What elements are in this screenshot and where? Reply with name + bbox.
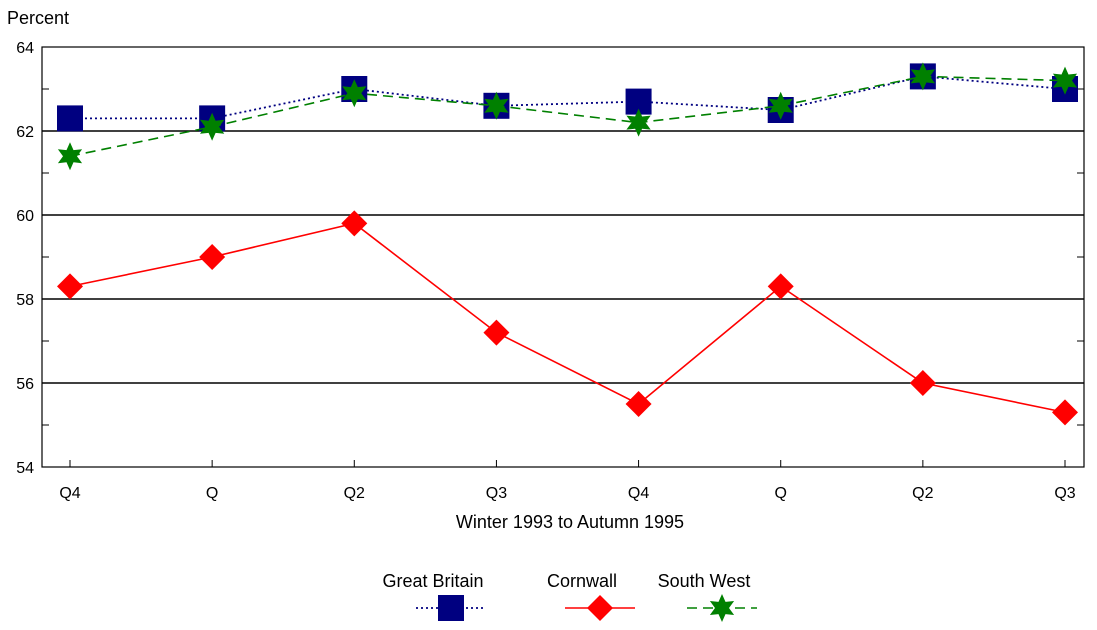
series-south-west <box>57 62 1078 171</box>
data-point-south-west <box>1052 66 1078 95</box>
x-tick-label: Q <box>206 485 218 502</box>
y-tick-label: 58 <box>16 292 34 309</box>
data-point-cornwall <box>341 210 368 237</box>
x-tick-label: Q4 <box>59 485 80 502</box>
data-point-cornwall <box>199 244 226 270</box>
x-tick-label: Q3 <box>486 485 507 502</box>
data-point-south-west <box>200 112 225 141</box>
plot-frame <box>41 46 1085 468</box>
data-point-cornwall <box>1052 399 1078 426</box>
x-axis-label: Winter 1993 to Autumn 1995 <box>456 512 684 532</box>
data-point-great-britain <box>57 105 83 132</box>
legend-label-great-britain: Great Britain <box>382 571 483 591</box>
legend-item-cornwall: Cornwall <box>547 571 635 621</box>
legend-marker-south-west <box>709 594 735 622</box>
x-tick-label: Q4 <box>628 485 649 502</box>
series-cornwall <box>57 210 1078 426</box>
data-point-south-west <box>910 62 935 91</box>
legend-marker-cornwall <box>587 595 613 621</box>
y-tick-label: 64 <box>16 40 34 57</box>
series-line-south-west <box>69 75 1066 157</box>
data-point-south-west <box>626 108 651 137</box>
legend-marker-great-britain <box>438 595 464 621</box>
data-point-south-west <box>768 91 793 120</box>
legend-item-great-britain: Great Britain <box>382 571 486 621</box>
gridlines <box>42 130 1084 384</box>
y-tick-label: 60 <box>16 208 34 225</box>
data-point-cornwall <box>483 319 510 346</box>
data-point-south-west <box>57 142 83 171</box>
data-point-south-west <box>342 79 367 108</box>
x-tick-label: Q2 <box>912 485 933 502</box>
y-axis: 54 56 58 60 62 64 <box>16 40 1084 477</box>
y-tick-label: 54 <box>16 460 34 477</box>
legend-label-south-west: South West <box>658 571 751 591</box>
legend: Great Britain Cornwall South West <box>382 571 757 622</box>
series-line-cornwall <box>69 222 1066 414</box>
data-point-cornwall <box>625 391 652 417</box>
x-tick-label: Q2 <box>344 485 365 502</box>
data-point-cornwall <box>57 273 83 300</box>
x-axis: Q4 Q Q2 Q3 Q4 Q Q2 Q3 <box>59 460 1076 502</box>
y-axis-label: Percent <box>7 8 69 28</box>
y-tick-label: 56 <box>16 376 34 393</box>
data-point-cornwall <box>767 273 794 300</box>
x-tick-label: Q <box>774 485 786 502</box>
series-group <box>57 62 1078 426</box>
legend-item-south-west: South West <box>658 571 757 622</box>
x-tick-label: Q3 <box>1054 485 1075 502</box>
legend-label-cornwall: Cornwall <box>547 571 617 591</box>
data-point-south-west <box>484 91 509 120</box>
y-tick-label: 62 <box>16 124 34 141</box>
data-point-cornwall <box>909 370 936 396</box>
